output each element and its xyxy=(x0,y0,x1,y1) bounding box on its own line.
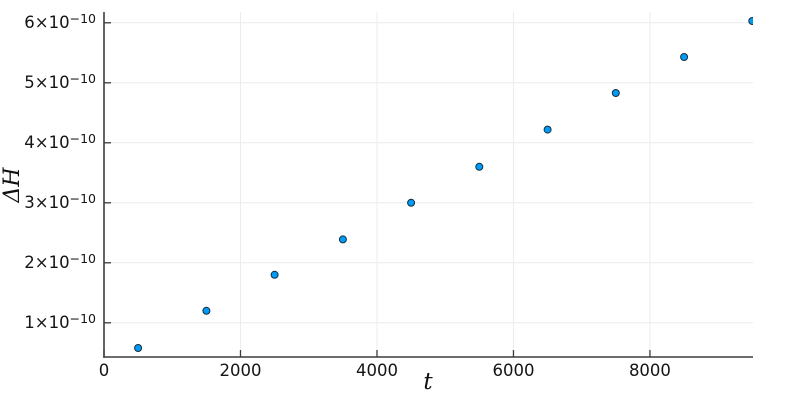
x-tick-label: 8000 xyxy=(628,361,671,380)
data-point xyxy=(543,125,552,134)
data-point xyxy=(338,235,347,244)
data-point xyxy=(611,89,620,97)
y-tick-label: 6×10−10 xyxy=(24,10,96,32)
x-tick-label: 6000 xyxy=(492,361,535,380)
data-point xyxy=(407,198,416,207)
data-point xyxy=(475,162,484,171)
y-tick-label: 4×10−10 xyxy=(24,130,96,152)
x-tick-label: 2000 xyxy=(219,361,262,380)
data-point xyxy=(270,270,279,279)
data-point xyxy=(202,306,211,315)
y-tick-label: 5×10−10 xyxy=(24,70,96,92)
data-points-group xyxy=(134,17,753,352)
data-point xyxy=(748,17,753,25)
y-tick-label: 1×10−10 xyxy=(24,310,96,332)
x-tick-label: 0 xyxy=(98,361,110,380)
y-tick-label: 3×10−10 xyxy=(24,190,96,212)
data-point xyxy=(680,53,689,61)
x-axis-label: t xyxy=(423,369,433,395)
y-tick-label: 2×10−10 xyxy=(24,250,96,272)
data-point xyxy=(134,344,143,352)
y-axis-label: ΔH xyxy=(0,167,25,203)
x-tick-label: 4000 xyxy=(355,361,398,380)
